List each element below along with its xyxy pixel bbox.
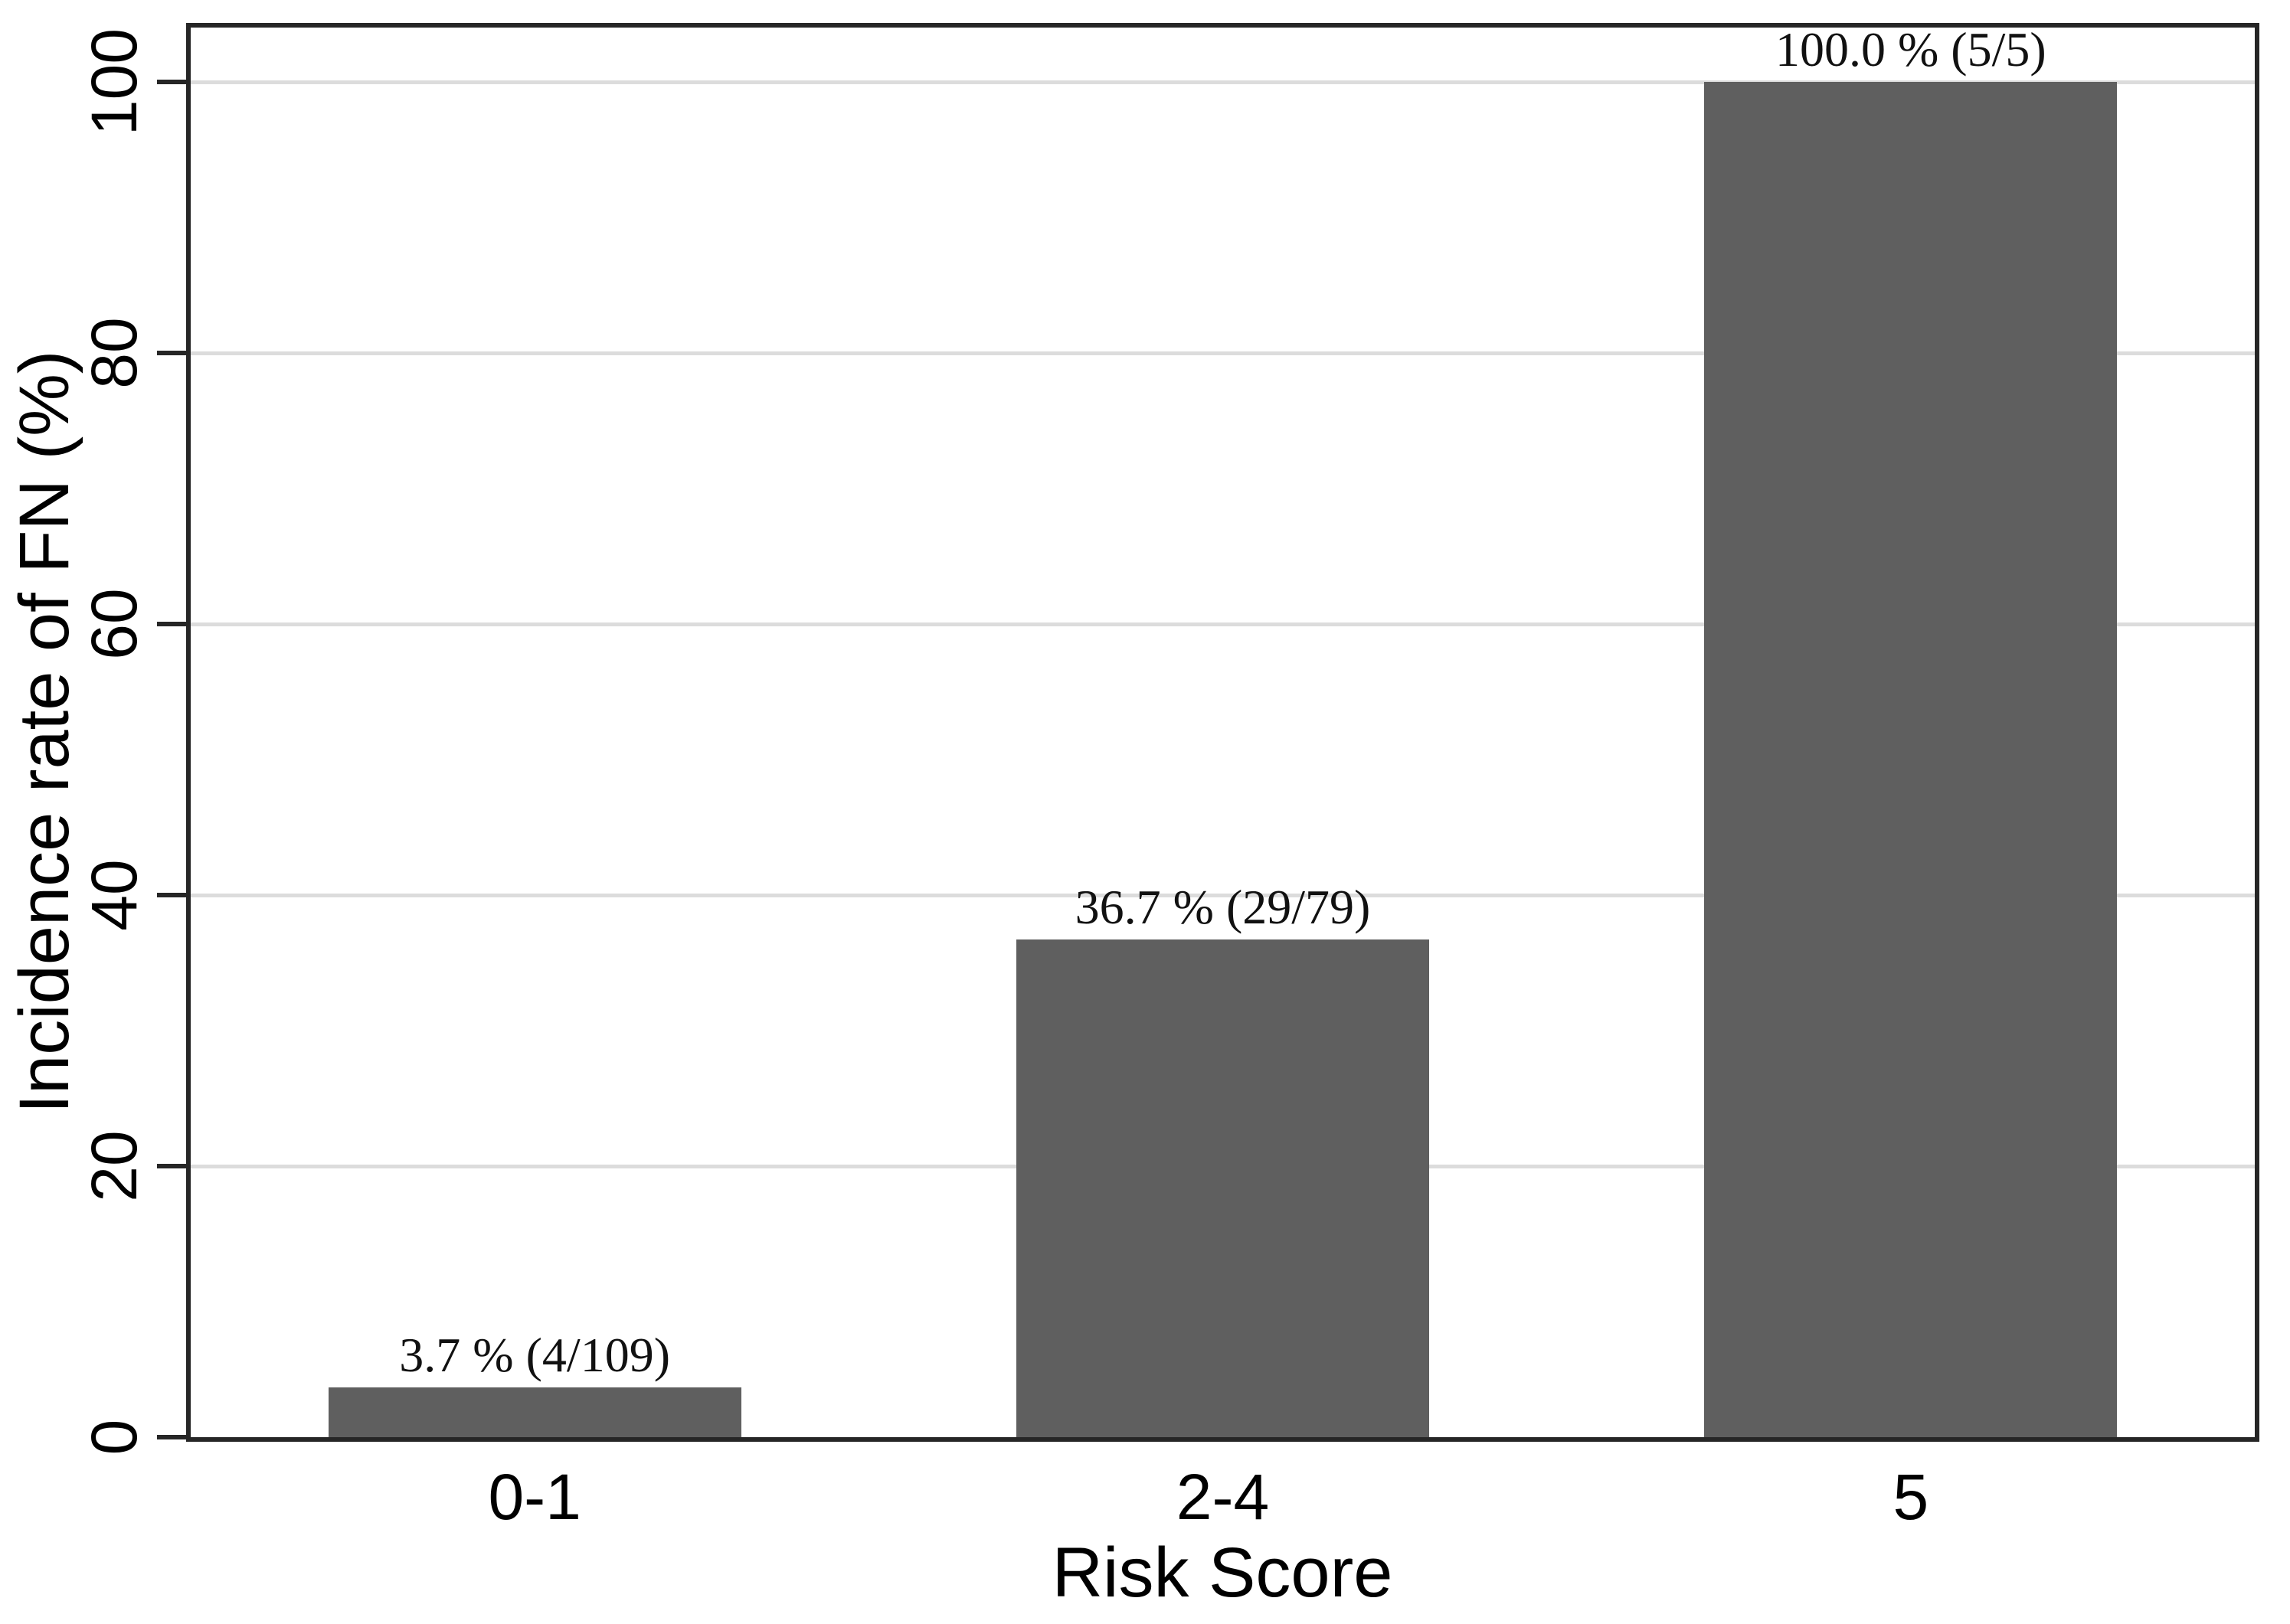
y-tick-label-60: 60 <box>78 588 150 660</box>
bar-0-1 <box>328 1387 741 1437</box>
y-tick-label-0: 0 <box>78 1419 150 1456</box>
x-axis-title: Risk Score <box>1052 1534 1393 1612</box>
x-tick-label-0-1: 0-1 <box>488 1461 581 1533</box>
x-tick-label-2-4: 2-4 <box>1176 1461 1270 1533</box>
y-axis-tick-0 <box>157 1435 186 1439</box>
x-tick-label-5: 5 <box>1893 1461 1929 1533</box>
gridline-80 <box>191 351 2255 355</box>
y-tick-label-40: 40 <box>78 859 150 931</box>
bar-2-4 <box>1016 939 1429 1437</box>
bar-value-label: 3.7 % (4/109) <box>399 1327 671 1382</box>
y-axis-tick-40 <box>157 892 186 897</box>
y-tick-label-80: 80 <box>78 317 150 389</box>
y-axis-title: Incidence rate of FN (%) <box>5 350 83 1114</box>
gridline-60 <box>191 622 2255 626</box>
bar-value-label: 36.7 % (29/79) <box>1075 880 1371 935</box>
y-axis-tick-100 <box>157 79 186 84</box>
gridline-100 <box>191 80 2255 84</box>
bar-value-label: 100.0 % (5/5) <box>1775 21 2046 77</box>
y-axis-tick-60 <box>157 621 186 626</box>
gridline-40 <box>191 893 2255 897</box>
y-axis-tick-20 <box>157 1163 186 1168</box>
plot-area: 0 20 40 60 80 100 3.7 % (4/109) 0-1 36.7 % (29/7… <box>78 21 2259 1532</box>
bar-5 <box>1704 81 2118 1437</box>
y-axis-tick-80 <box>157 350 186 355</box>
y-tick-label-100: 100 <box>78 28 150 136</box>
y-tick-label-20: 20 <box>78 1130 150 1202</box>
